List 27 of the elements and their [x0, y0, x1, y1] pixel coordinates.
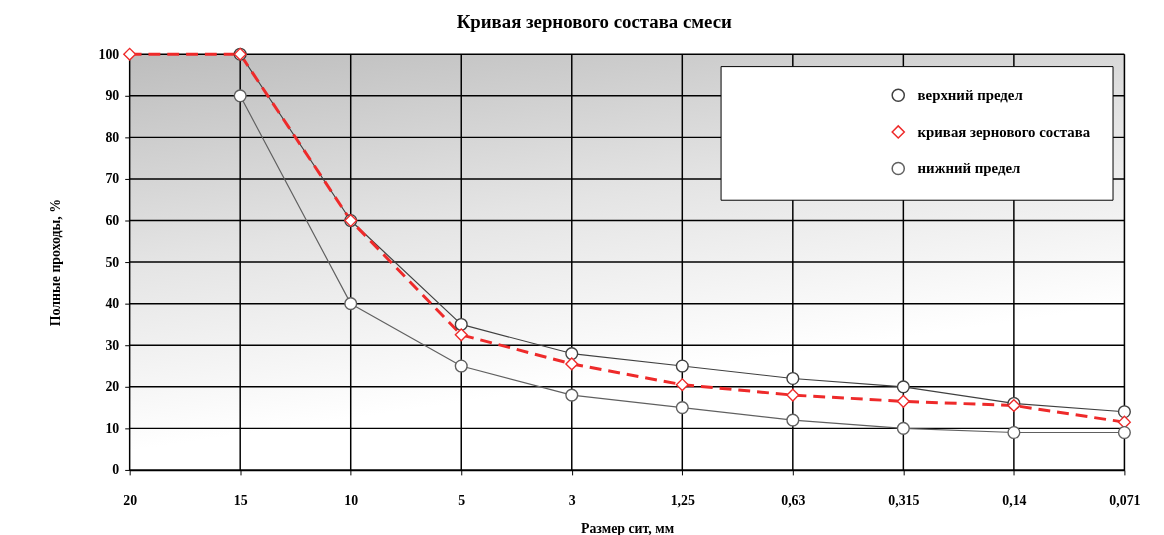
y-tick-label: 50: [105, 254, 120, 270]
x-tick-label: 20: [123, 493, 138, 509]
x-tick-label: 0,14: [1002, 493, 1027, 509]
y-tick-label: 60: [105, 212, 120, 228]
y-tick-label: 80: [105, 129, 120, 145]
x-axis-title: Размер сит, мм: [580, 520, 675, 535]
legend-label: нижний предел: [917, 160, 1021, 177]
y-axis-title: Полные проходы, %: [47, 198, 63, 327]
y-tick-label: 40: [105, 296, 120, 312]
x-tick-label: 1,25: [670, 493, 695, 509]
x-tick-label: 3: [568, 493, 576, 509]
y-tick-label: 90: [105, 88, 120, 104]
x-tick-label: 10: [344, 493, 359, 509]
y-tick-label: 100: [98, 46, 120, 62]
y-tick-label: 70: [105, 171, 120, 187]
x-tick-label: 15: [233, 493, 248, 509]
x-tick-label: 5: [458, 493, 466, 509]
y-tick-label: 20: [105, 379, 120, 395]
y-tick-label: 30: [105, 337, 120, 353]
y-tick-label: 10: [105, 420, 120, 436]
legend-label: кривая зернового состава: [917, 123, 1091, 140]
x-tick-label: 0,071: [1109, 493, 1141, 509]
x-tick-label: 0,315: [888, 493, 920, 509]
chart-title: Кривая зернового состава смеси: [456, 10, 732, 32]
x-tick-label: 0,63: [781, 493, 806, 509]
legend-label: верхний предел: [917, 87, 1023, 104]
y-tick-label: 0: [112, 462, 120, 478]
